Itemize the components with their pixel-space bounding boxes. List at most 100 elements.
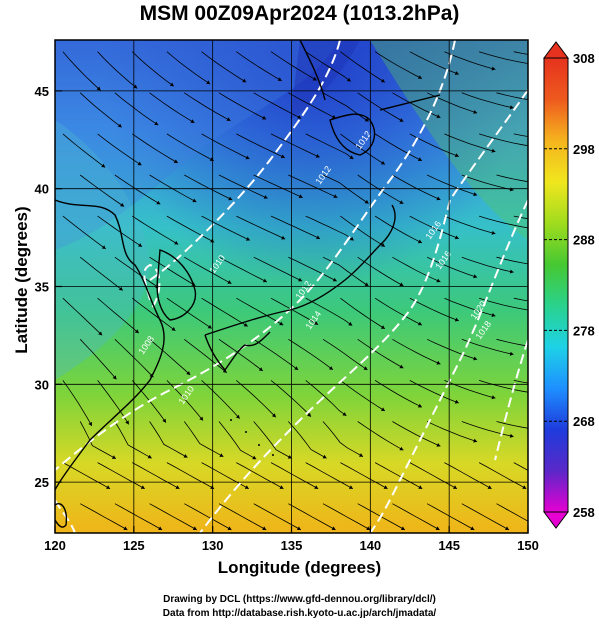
streamline-arrow: [417, 157, 422, 161]
streamline: [62, 297, 103, 336]
streamline-arrow: [117, 123, 122, 128]
streamline-arrow: [154, 121, 159, 126]
coastline: [379, 94, 441, 111]
streamline-arrow: [342, 412, 347, 416]
streamline-arrow: [314, 321, 319, 325]
streamline: [62, 51, 101, 91]
streamline-arrow: [262, 115, 267, 120]
streamline: [409, 215, 459, 239]
streamline-arrow: [417, 403, 422, 408]
streamline-arrow: [491, 230, 496, 235]
x-tick-label: 125: [123, 538, 145, 553]
streamline: [478, 133, 528, 147]
colorbar-gradient: [543, 57, 569, 513]
streamline: [357, 92, 404, 122]
streamline-arrow: [454, 71, 459, 75]
streamline-arrow: [400, 526, 405, 530]
streamline: [444, 297, 496, 317]
streamline: [392, 503, 440, 531]
streamline-arrow: [473, 438, 478, 443]
streamline-arrow: [252, 455, 257, 460]
streamline: [201, 297, 248, 327]
streamline-arrow: [219, 453, 224, 457]
streamline: [374, 380, 423, 408]
streamline: [513, 380, 528, 384]
streamline: [305, 51, 352, 82]
streamline-arrow: [491, 395, 496, 400]
streamline: [392, 174, 441, 201]
streamline: [79, 92, 122, 128]
streamline-arrow: [96, 86, 101, 91]
streamline: [305, 133, 354, 160]
streamline: [392, 256, 441, 283]
streamline-arrow: [281, 235, 286, 240]
streamline: [496, 92, 528, 100]
streamline-arrow: [509, 351, 514, 356]
streamline-arrow: [436, 443, 441, 447]
streamline: [288, 174, 338, 198]
streamline-arrow: [417, 75, 422, 79]
streamline-arrow: [280, 154, 285, 159]
streamline-arrow: [207, 324, 212, 329]
streamline: [149, 421, 188, 458]
streamline-arrow: [436, 196, 441, 201]
streamline: [270, 297, 319, 325]
streamline-arrow: [454, 399, 459, 404]
streamline-arrow: [112, 375, 117, 380]
streamline-arrow: [491, 148, 496, 153]
streamline: [149, 503, 197, 531]
streamline-arrow: [380, 325, 385, 329]
streamline-arrow: [226, 117, 231, 121]
streamline-arrow: [509, 105, 514, 110]
streamline: [305, 462, 354, 490]
streamline: [444, 51, 496, 70]
streamline: [218, 174, 268, 199]
streamline-arrow: [399, 118, 404, 122]
streamline-arrow: [454, 153, 459, 158]
streamline-arrow: [473, 356, 478, 361]
coastlines: [55, 40, 441, 528]
streamline-arrow: [175, 485, 180, 489]
streamline: [340, 215, 386, 247]
streamline-arrow: [101, 245, 106, 249]
streamline-arrow: [509, 269, 514, 274]
streamline-arrow: [417, 239, 422, 244]
streamline: [340, 51, 386, 83]
streamline-arrow: [333, 194, 338, 198]
streamline: [288, 256, 337, 282]
y-tick-label: 40: [35, 182, 49, 197]
streamline-arrow: [279, 485, 284, 489]
streamline-arrow: [123, 526, 128, 530]
colorbar-tick-label: 308: [573, 51, 595, 66]
streamline: [322, 256, 369, 287]
streamline: [270, 462, 319, 490]
coastline: [55, 503, 68, 528]
streamline: [513, 133, 528, 137]
streamline: [184, 174, 233, 201]
streamline: [392, 92, 441, 118]
streamline: [132, 297, 176, 332]
streamline-arrow: [169, 82, 174, 87]
streamline: [184, 338, 228, 374]
x-tick-label: 140: [359, 538, 381, 553]
streamline: [97, 215, 143, 248]
streamline: [513, 215, 528, 220]
streamline-arrow: [399, 364, 404, 369]
streamline-arrow: [134, 329, 139, 334]
streamline-arrow: [183, 454, 188, 458]
streamline: [184, 92, 231, 122]
streamline: [201, 51, 247, 83]
streamline: [461, 421, 514, 437]
isobar-line: [143, 263, 161, 311]
streamline-arrow: [307, 412, 311, 417]
streamline: [97, 51, 138, 89]
streamline: [496, 174, 528, 183]
streamline: [426, 421, 478, 443]
streamline: [340, 297, 386, 330]
streamline-arrow: [171, 327, 176, 331]
streamline-arrow: [364, 117, 369, 122]
coastline: [299, 40, 326, 101]
streamline-arrow: [298, 194, 303, 199]
streamline-arrow: [242, 78, 247, 83]
streamline-arrow: [192, 198, 197, 203]
